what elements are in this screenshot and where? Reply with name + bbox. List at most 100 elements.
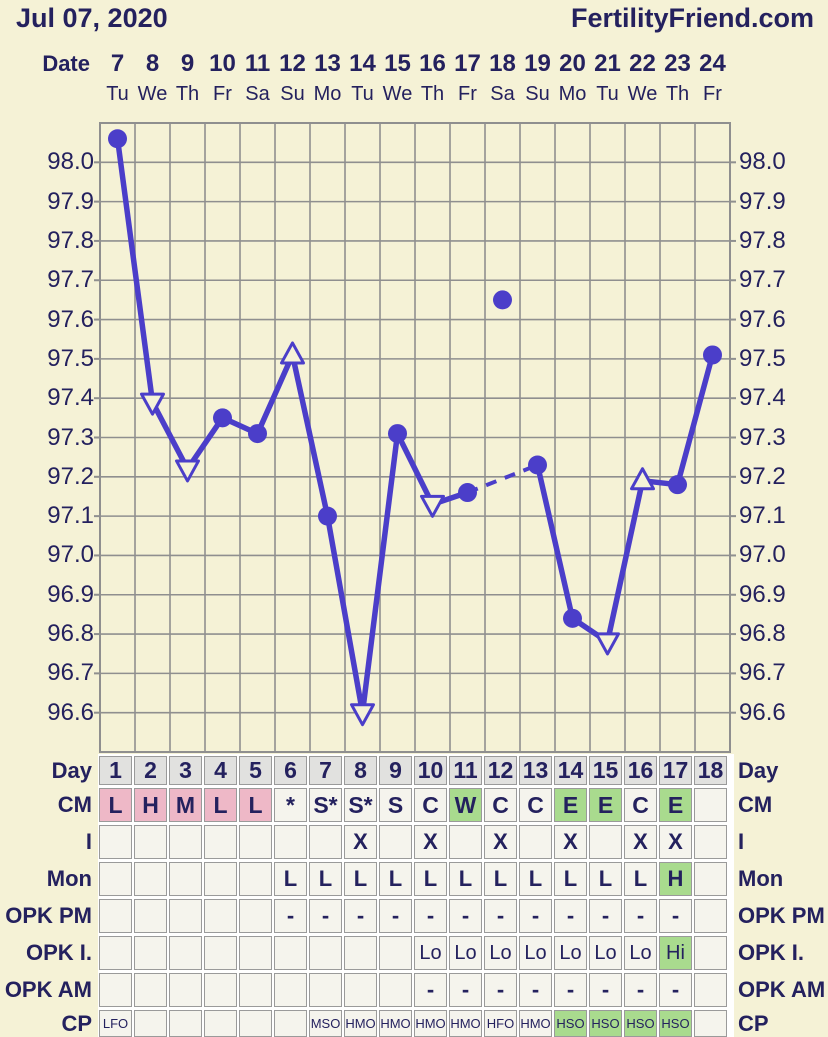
cm-cell[interactable]: M [169,788,202,822]
intercourse-cell[interactable]: X [554,825,587,859]
cp-cell[interactable] [694,1010,727,1037]
opk-indicator-cell[interactable]: Lo [624,936,657,970]
opk-indicator-cell[interactable]: Lo [554,936,587,970]
day-header-cell[interactable]: 8 [344,756,377,785]
opk-am-cell[interactable] [274,973,307,1007]
cp-cell[interactable]: HSO [624,1010,657,1037]
opk-pm-cell[interactable]: - [554,899,587,933]
intercourse-cell[interactable]: X [659,825,692,859]
opk-pm-cell[interactable]: - [274,899,307,933]
cm-cell[interactable]: E [659,788,692,822]
cm-cell[interactable]: C [624,788,657,822]
temp-point-adjusted-day-15[interactable] [595,632,620,656]
opk-indicator-cell[interactable]: Lo [414,936,447,970]
opk-pm-cell[interactable]: - [519,899,552,933]
temp-point-adjusted-day-6[interactable] [280,341,305,365]
intercourse-cell[interactable]: X [414,825,447,859]
day-header-cell[interactable]: 2 [134,756,167,785]
day-header-cell[interactable]: 1 [99,756,132,785]
cm-cell[interactable]: S* [309,788,342,822]
temp-point-day-18[interactable] [703,345,722,365]
cm-cell[interactable] [694,788,727,822]
opk-pm-cell[interactable]: - [379,899,412,933]
monitor-cell[interactable]: L [519,862,552,896]
cm-cell[interactable]: E [554,788,587,822]
opk-indicator-cell[interactable]: Lo [484,936,517,970]
opk-am-cell[interactable]: - [414,973,447,1007]
day-header-cell[interactable]: 13 [519,756,552,785]
temp-point-day-11[interactable] [458,483,477,503]
temp-point-day-12[interactable] [493,290,512,310]
cp-cell[interactable]: LFO [99,1010,132,1037]
opk-indicator-cell[interactable]: Lo [519,936,552,970]
intercourse-cell[interactable] [239,825,272,859]
cp-cell[interactable]: HMO [379,1010,412,1037]
opk-indicator-cell[interactable] [169,936,202,970]
cp-cell[interactable] [169,1010,202,1037]
day-header-cell[interactable]: 15 [589,756,622,785]
opk-pm-cell[interactable]: - [309,899,342,933]
opk-indicator-cell[interactable] [309,936,342,970]
opk-pm-cell[interactable]: - [624,899,657,933]
opk-indicator-cell[interactable] [99,936,132,970]
opk-am-cell[interactable] [309,973,342,1007]
opk-am-cell[interactable]: - [449,973,482,1007]
intercourse-cell[interactable] [99,825,132,859]
intercourse-cell[interactable]: X [624,825,657,859]
cm-cell[interactable]: C [519,788,552,822]
intercourse-cell[interactable] [379,825,412,859]
intercourse-cell[interactable] [134,825,167,859]
cm-cell[interactable]: S* [344,788,377,822]
opk-indicator-cell[interactable] [239,936,272,970]
opk-am-cell[interactable]: - [484,973,517,1007]
cp-cell[interactable]: HSO [659,1010,692,1037]
opk-pm-cell[interactable] [169,899,202,933]
day-header-cell[interactable]: 12 [484,756,517,785]
opk-pm-cell[interactable]: - [589,899,622,933]
temp-point-day-4[interactable] [213,408,232,428]
monitor-cell[interactable] [99,862,132,896]
monitor-cell[interactable]: L [589,862,622,896]
intercourse-cell[interactable] [309,825,342,859]
temp-point-day-5[interactable] [248,424,267,444]
opk-pm-cell[interactable]: - [414,899,447,933]
temp-point-day-7[interactable] [318,506,337,526]
temp-point-day-13[interactable] [528,455,547,475]
cp-cell[interactable]: HMO [414,1010,447,1037]
day-header-cell[interactable]: 10 [414,756,447,785]
monitor-cell[interactable]: L [344,862,377,896]
day-header-cell[interactable]: 7 [309,756,342,785]
cm-cell[interactable]: S [379,788,412,822]
opk-am-cell[interactable] [344,973,377,1007]
day-header-cell[interactable]: 11 [449,756,482,785]
opk-pm-cell[interactable]: - [659,899,692,933]
cp-cell[interactable] [204,1010,237,1037]
cp-cell[interactable]: HFO [484,1010,517,1037]
opk-pm-cell[interactable]: - [449,899,482,933]
intercourse-cell[interactable] [449,825,482,859]
cp-cell[interactable]: HMO [449,1010,482,1037]
monitor-cell[interactable]: L [274,862,307,896]
cp-cell[interactable] [134,1010,167,1037]
temp-point-day-9[interactable] [388,424,407,444]
temp-point-adjusted-day-2[interactable] [140,392,165,416]
opk-indicator-cell[interactable]: Lo [589,936,622,970]
day-header-cell[interactable]: 16 [624,756,657,785]
cm-cell[interactable]: E [589,788,622,822]
opk-am-cell[interactable] [694,973,727,1007]
opk-indicator-cell[interactable] [379,936,412,970]
monitor-cell[interactable] [204,862,237,896]
monitor-cell[interactable] [169,862,202,896]
day-header-cell[interactable]: 6 [274,756,307,785]
cp-cell[interactable] [274,1010,307,1037]
opk-indicator-cell[interactable] [274,936,307,970]
opk-pm-cell[interactable]: - [484,899,517,933]
monitor-cell[interactable]: L [484,862,517,896]
opk-am-cell[interactable]: - [589,973,622,1007]
temp-point-adjusted-day-3[interactable] [175,459,200,483]
brand-logo[interactable]: FertilityFriend.com [570,3,814,33]
intercourse-cell[interactable] [169,825,202,859]
day-header-cell[interactable]: 14 [554,756,587,785]
opk-pm-cell[interactable] [694,899,727,933]
intercourse-cell[interactable] [204,825,237,859]
